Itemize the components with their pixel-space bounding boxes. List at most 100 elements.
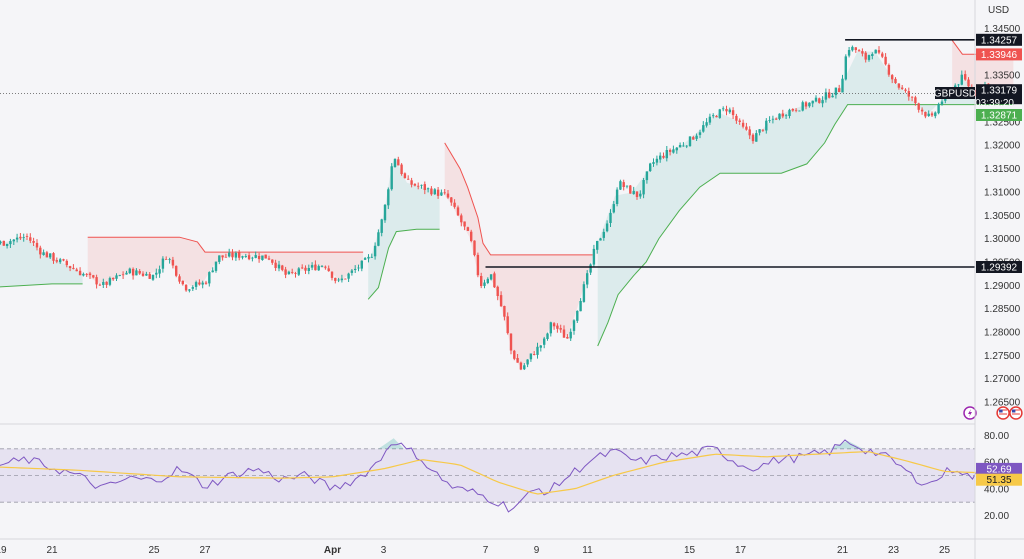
candle bbox=[552, 322, 556, 330]
candle bbox=[151, 274, 155, 281]
candle-body bbox=[904, 89, 907, 91]
candle-body bbox=[755, 133, 758, 142]
candle bbox=[758, 129, 761, 136]
price-tick-label: 1.28500 bbox=[984, 304, 1021, 315]
candle bbox=[25, 233, 29, 240]
candle-body bbox=[446, 193, 450, 198]
candle-body bbox=[861, 51, 864, 54]
candle-body bbox=[310, 265, 314, 268]
candle-body bbox=[19, 236, 22, 239]
candle-body bbox=[579, 301, 582, 312]
us-flag-event-icon[interactable] bbox=[996, 406, 1010, 420]
candle-body bbox=[927, 113, 930, 116]
candle-body bbox=[761, 129, 765, 131]
candle bbox=[135, 268, 138, 276]
candle bbox=[745, 122, 748, 131]
candle-body bbox=[330, 271, 334, 278]
candle bbox=[340, 274, 344, 283]
candle bbox=[287, 270, 291, 275]
candle-body bbox=[788, 109, 791, 116]
candlestick-series bbox=[0, 45, 1013, 371]
candle bbox=[854, 47, 857, 53]
flag-canton bbox=[1011, 409, 1016, 413]
candle-body bbox=[814, 97, 818, 102]
candle-body bbox=[509, 333, 513, 351]
rsi-tick-label: 20.00 bbox=[984, 511, 1009, 522]
candle-body bbox=[453, 202, 456, 207]
candle bbox=[400, 163, 403, 176]
rsi-value-label-text: 52.69 bbox=[986, 464, 1011, 475]
candle-body bbox=[871, 54, 874, 56]
candle bbox=[625, 185, 629, 189]
price-tick-label: 1.34500 bbox=[984, 24, 1021, 35]
candle bbox=[907, 87, 910, 101]
candle bbox=[450, 197, 453, 206]
candle bbox=[940, 99, 944, 106]
candle bbox=[261, 255, 264, 261]
candle bbox=[35, 239, 39, 251]
candle-body bbox=[748, 129, 751, 136]
candle bbox=[165, 256, 168, 260]
candle bbox=[562, 325, 566, 338]
candle-body bbox=[347, 273, 350, 279]
candle-body bbox=[496, 286, 499, 296]
candle-body bbox=[914, 97, 917, 104]
candle bbox=[480, 272, 483, 289]
candle bbox=[828, 88, 831, 99]
candle bbox=[539, 345, 542, 352]
candle-body bbox=[486, 278, 489, 283]
candle bbox=[271, 259, 274, 265]
time-tick-label: 9 bbox=[534, 545, 540, 556]
candle bbox=[887, 63, 891, 77]
candle-body bbox=[82, 273, 85, 276]
candle bbox=[370, 253, 373, 258]
candle bbox=[310, 262, 314, 271]
candle-body bbox=[506, 316, 509, 334]
candle bbox=[85, 273, 88, 277]
price-axis[interactable]: 1.345001.340001.335001.330001.325001.320… bbox=[984, 24, 1021, 409]
candle bbox=[98, 283, 102, 286]
candle bbox=[818, 97, 821, 104]
candle-body bbox=[891, 75, 894, 80]
candle bbox=[390, 163, 393, 191]
candle-body bbox=[155, 272, 158, 275]
candle-body bbox=[0, 241, 2, 244]
candle-body bbox=[294, 273, 297, 274]
candle bbox=[718, 108, 721, 119]
time-axis[interactable]: 1719212527Apr37911151721232529May57 bbox=[0, 545, 1024, 556]
candle-body bbox=[15, 237, 19, 240]
candle-body bbox=[838, 88, 841, 92]
candle bbox=[615, 187, 619, 207]
stop-fill-green bbox=[368, 157, 440, 300]
candle bbox=[605, 220, 609, 233]
candle bbox=[768, 116, 771, 123]
flash-event-icon[interactable] bbox=[963, 406, 977, 420]
candle bbox=[470, 229, 473, 243]
candle-body bbox=[652, 162, 655, 164]
candle bbox=[115, 273, 118, 281]
candle bbox=[599, 237, 602, 241]
candle-body bbox=[121, 274, 125, 276]
candle-body bbox=[794, 109, 798, 111]
candle-body bbox=[728, 109, 731, 113]
candle bbox=[675, 147, 678, 154]
price-tick-label: 1.30500 bbox=[984, 211, 1021, 222]
candle-body bbox=[682, 145, 685, 147]
candle bbox=[569, 328, 572, 341]
candle bbox=[373, 242, 377, 260]
price-tick-label: 1.31500 bbox=[984, 164, 1021, 175]
candle bbox=[433, 188, 436, 195]
candle bbox=[506, 312, 509, 335]
candle bbox=[125, 270, 128, 275]
candle bbox=[62, 258, 65, 262]
candle bbox=[234, 251, 238, 261]
candle bbox=[330, 271, 334, 281]
candle-body bbox=[894, 78, 897, 83]
candle bbox=[145, 271, 148, 276]
candle-body bbox=[920, 109, 924, 112]
time-tick-label: 25 bbox=[939, 545, 951, 556]
candle bbox=[49, 253, 52, 259]
us-flag-event-icon[interactable] bbox=[1009, 406, 1023, 420]
